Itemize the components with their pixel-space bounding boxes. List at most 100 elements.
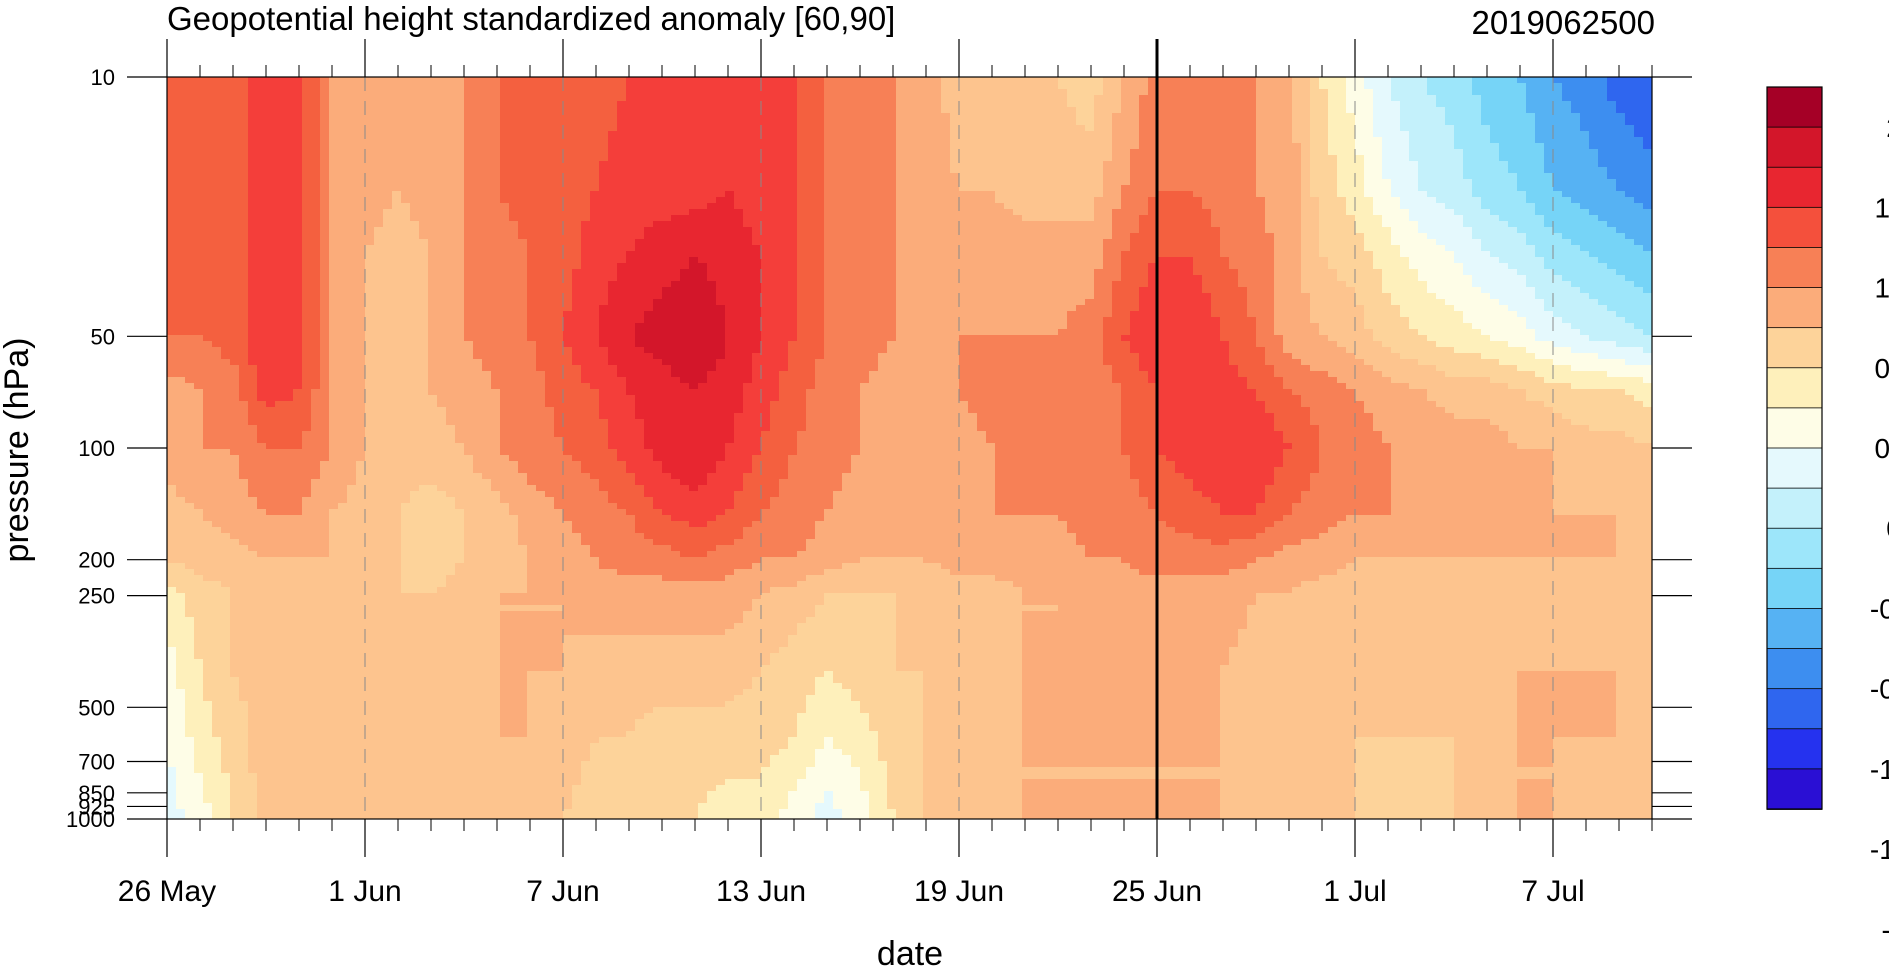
field-cell [1517,125,1527,132]
field-cell [761,173,771,180]
field-cell [419,113,429,120]
field-cell [1562,221,1572,228]
field-cell [239,161,249,168]
field-cell [221,77,231,84]
field-cell [473,131,483,138]
field-cell [1184,185,1194,192]
field-cell [536,107,546,114]
field-cell [410,245,420,252]
field-cell [842,221,852,228]
field-cell [617,185,627,192]
field-cell [1382,233,1392,240]
field-cell [1301,203,1311,210]
field-cell [833,113,843,120]
field-cell [410,173,420,180]
field-cell [1103,95,1113,102]
field-cell [725,191,735,198]
field-cell [833,89,843,96]
field-cell [1283,131,1293,138]
field-cell [914,83,924,90]
field-cell [545,131,555,138]
field-cell [1040,233,1050,240]
field-cell [581,149,591,156]
field-cell [365,233,375,240]
field-cell [275,101,285,108]
field-cell [464,245,474,252]
field-cell [1094,191,1104,198]
field-cell [491,209,501,216]
field-cell [1139,197,1149,204]
field-cell [1130,221,1140,228]
field-cell [1355,197,1365,204]
field-cell [1040,185,1050,192]
field-cell [1409,221,1419,228]
field-cell [1076,239,1086,246]
field-cell [977,167,987,174]
field-cell [1094,143,1104,150]
field-cell [428,203,438,210]
field-cell [1346,173,1356,180]
field-cell [779,173,789,180]
field-cell [1562,137,1572,144]
field-cell [1337,251,1347,258]
field-cell [1004,143,1014,150]
field-cell [1256,179,1266,186]
field-cell [1355,155,1365,162]
field-cell [815,239,825,246]
field-cell [167,89,177,96]
field-cell [1166,179,1176,186]
field-cell [743,203,753,210]
field-cell [671,233,681,240]
field-cell [419,77,429,84]
field-cell [491,155,501,162]
field-cell [383,89,393,96]
field-cell [500,209,510,216]
field-cell [284,257,294,264]
field-cell [572,233,582,240]
field-cell [1175,89,1185,96]
field-cell [1562,77,1572,84]
field-cell [1409,83,1419,90]
field-cell [608,251,618,258]
field-cell [1409,251,1419,258]
field-cell [365,161,375,168]
field-cell [1616,185,1626,192]
field-cell [1247,197,1257,204]
field-cell [1580,137,1590,144]
field-cell [473,203,483,210]
field-cell [1616,239,1626,246]
field-cell [365,167,375,174]
field-cell [842,173,852,180]
field-cell [1139,203,1149,210]
field-cell [1481,179,1491,186]
field-cell [869,173,879,180]
field-cell [419,173,429,180]
field-cell [743,251,753,258]
field-cell [1265,191,1275,198]
field-cell [923,221,933,228]
field-cell [599,185,609,192]
field-cell [167,203,177,210]
field-cell [1076,143,1086,150]
field-cell [1400,227,1410,234]
field-cell [1616,167,1626,174]
field-cell [563,233,573,240]
field-cell [572,185,582,192]
field-cell [905,167,915,174]
field-cell [761,179,771,186]
field-cell [995,245,1005,252]
field-cell [1607,245,1617,252]
field-cell [437,77,447,84]
field-cell [1409,245,1419,252]
field-cell [176,221,186,228]
field-cell [329,167,339,174]
field-cell [1526,197,1536,204]
field-cell [1337,185,1347,192]
field-cell [1499,119,1509,126]
field-cell [518,113,528,120]
field-cell [1346,101,1356,108]
field-cell [1049,221,1059,228]
field-cell [194,185,204,192]
field-cell [491,119,501,126]
field-cell [1211,131,1221,138]
